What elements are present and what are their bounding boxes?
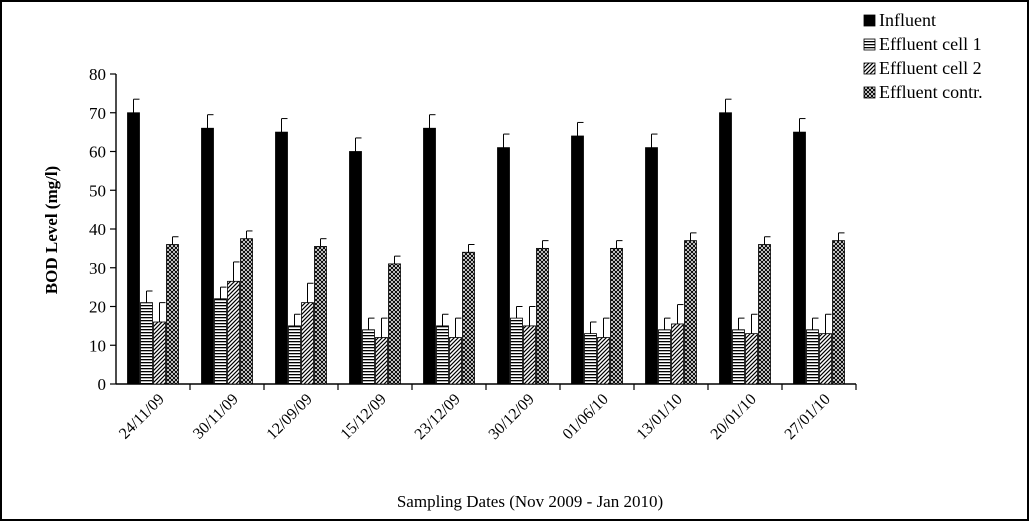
bar [510, 317, 523, 385]
bar [684, 240, 697, 385]
bar [349, 151, 362, 385]
legend-swatch [863, 38, 876, 51]
y-tick-label: 30 [89, 259, 106, 278]
axis-labels: BOD Level (mg/l) Sampling Dates (Nov 200… [42, 166, 663, 511]
bar [610, 247, 623, 385]
bar [571, 135, 584, 385]
y-tick-label: 20 [89, 298, 106, 317]
bar [832, 240, 845, 385]
bar [671, 323, 684, 385]
bar [362, 329, 375, 385]
bar [201, 127, 214, 385]
bar [793, 131, 806, 385]
bar [227, 280, 240, 385]
bar [288, 325, 301, 385]
x-tick-label: 30/11/09 [190, 391, 242, 443]
y-axis-label: BOD Level (mg/l) [42, 166, 61, 294]
bar [436, 325, 449, 385]
legend-label: Effluent contr. [879, 82, 983, 102]
x-tick-label: 30/12/09 [486, 391, 538, 443]
y-tick-label: 0 [98, 375, 107, 394]
bar [388, 263, 401, 385]
x-tick-label: 13/01/10 [634, 391, 686, 443]
bar [127, 112, 140, 385]
legend-swatch [863, 86, 876, 99]
bar [140, 302, 153, 385]
legend: Influent Effluent cell 1 Effluent cell 2 Ef… [863, 10, 983, 102]
legend-swatch [863, 14, 876, 27]
bar [536, 247, 549, 385]
bar [658, 329, 671, 385]
bar [423, 127, 436, 385]
y-tick-label: 60 [89, 143, 106, 162]
bar [301, 302, 314, 385]
x-axis-label: Sampling Dates (Nov 2009 - Jan 2010) [397, 492, 663, 511]
x-tick-label: 27/01/10 [782, 391, 834, 443]
bar [214, 298, 227, 385]
bar [597, 337, 610, 385]
legend-label: Effluent cell 1 [879, 34, 982, 54]
bar [462, 251, 475, 385]
x-tick-label: 12/09/09 [264, 391, 316, 443]
bar [584, 333, 597, 385]
bar [745, 333, 758, 385]
bar [523, 325, 536, 385]
y-tick-label: 50 [89, 181, 106, 200]
bar [275, 131, 288, 385]
bar [314, 246, 327, 385]
bar [806, 329, 819, 385]
bar [240, 238, 253, 385]
bar [497, 147, 510, 385]
y-tick-label: 80 [89, 65, 106, 84]
y-tick-label: 10 [89, 336, 106, 355]
x-tick-label: 24/11/09 [116, 391, 168, 443]
bars [127, 98, 845, 385]
x-tick-label: 15/12/09 [338, 391, 390, 443]
x-tick-label: 01/06/10 [560, 391, 612, 443]
bar [449, 337, 462, 385]
bar [819, 333, 832, 385]
y-tick-label: 70 [89, 104, 106, 123]
y-tick-label: 40 [89, 220, 106, 239]
bar [166, 244, 179, 385]
legend-swatch [863, 62, 876, 75]
bar [153, 321, 166, 385]
x-tick-label: 23/12/09 [412, 391, 464, 443]
bar [732, 329, 745, 385]
legend-label: Effluent cell 2 [879, 58, 982, 78]
bar [375, 337, 388, 385]
bar [758, 244, 771, 385]
legend-label: Influent [879, 10, 936, 30]
bar [719, 112, 732, 385]
bar [645, 147, 658, 385]
x-tick-label: 20/01/10 [708, 391, 760, 443]
